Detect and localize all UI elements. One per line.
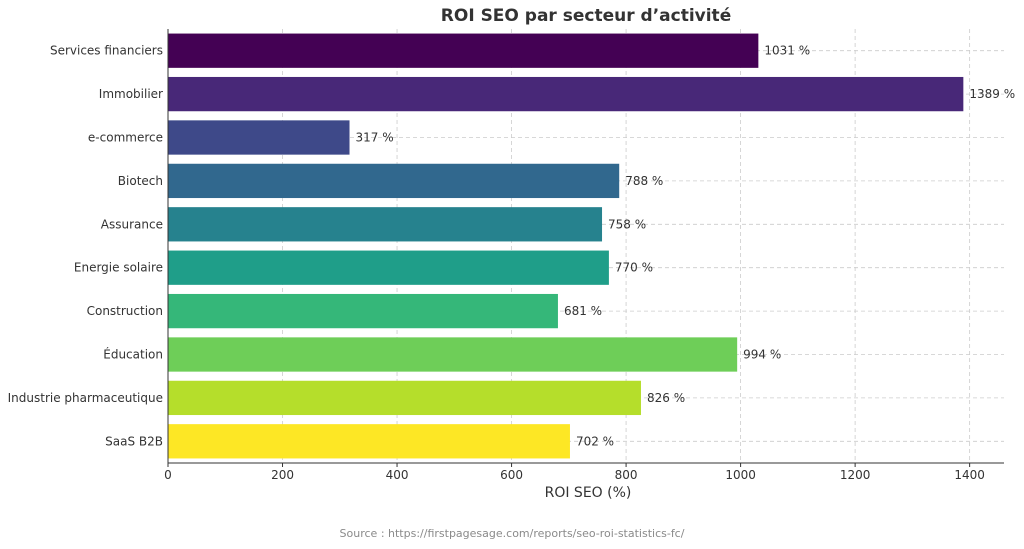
x-tick-label: 1000: [725, 468, 756, 482]
data-label: 770 %: [615, 261, 653, 275]
data-label: 788 %: [625, 174, 663, 188]
bar: [168, 380, 641, 416]
data-label: 317 %: [356, 131, 394, 145]
category-label: Éducation: [103, 347, 163, 362]
bar: [168, 207, 603, 242]
chart-title: ROI SEO par secteur d’activité: [440, 6, 732, 26]
x-tick-label: 600: [500, 468, 523, 482]
data-label: 758 %: [608, 217, 646, 231]
x-tick-label: 400: [386, 468, 409, 482]
data-label: 994 %: [743, 348, 781, 362]
source-caption: Source : https://firstpagesage.com/repor…: [339, 527, 685, 540]
data-label: 681 %: [564, 304, 602, 318]
category-label: Services financiers: [50, 44, 163, 58]
x-tick-label: 800: [615, 468, 638, 482]
bar: [168, 163, 620, 199]
category-label: Construction: [87, 304, 163, 318]
data-label: 1389 %: [969, 87, 1015, 101]
bar: [168, 76, 964, 112]
data-label: 826 %: [647, 391, 685, 405]
bar: [168, 120, 350, 155]
bar: [168, 293, 558, 329]
bar: [168, 337, 738, 372]
x-tick-label: 1200: [840, 468, 871, 482]
category-label: Assurance: [101, 217, 163, 231]
category-label: Energie solaire: [74, 261, 163, 275]
x-axis-label: ROI SEO (%): [545, 485, 632, 501]
category-label: Biotech: [118, 174, 163, 188]
bar: [168, 424, 570, 459]
category-label: SaaS B2B: [105, 434, 163, 448]
category-label: e-commerce: [88, 131, 163, 145]
bar: [168, 250, 609, 285]
x-tick-label: 0: [164, 468, 172, 482]
data-label: 1031 %: [764, 44, 810, 58]
bar: [168, 33, 759, 68]
category-label: Industrie pharmaceutique: [8, 391, 163, 405]
category-label: Immobilier: [99, 87, 163, 101]
x-tick-label: 200: [271, 468, 294, 482]
data-label: 702 %: [576, 434, 614, 448]
x-tick-label: 1400: [954, 468, 985, 482]
